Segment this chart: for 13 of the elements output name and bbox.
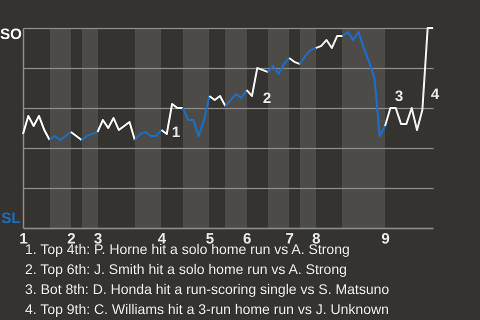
x-tick-label: 9 xyxy=(381,230,390,248)
text: 3. Bot 8th: D. Honda hit a run-scoring single vs S. Matsuno xyxy=(25,280,390,299)
text: 2. Top 6th: J. Smith hit a solo home run vs A. Strong xyxy=(25,260,348,279)
text: 4. Top 9th: C. Williams hit a 3-run home run vs J. Unknown xyxy=(25,300,390,319)
annotation: 4 xyxy=(430,86,440,103)
annotation: 2 xyxy=(262,90,272,107)
text: SO xyxy=(0,26,22,43)
x-tick-label: 1 xyxy=(19,230,28,248)
annotation: 1 xyxy=(172,124,180,141)
text: SL xyxy=(1,210,21,227)
x-tick-label: 7 xyxy=(286,230,294,248)
annotation: 3 xyxy=(394,88,404,105)
x-tick-label: 6 xyxy=(242,230,252,248)
